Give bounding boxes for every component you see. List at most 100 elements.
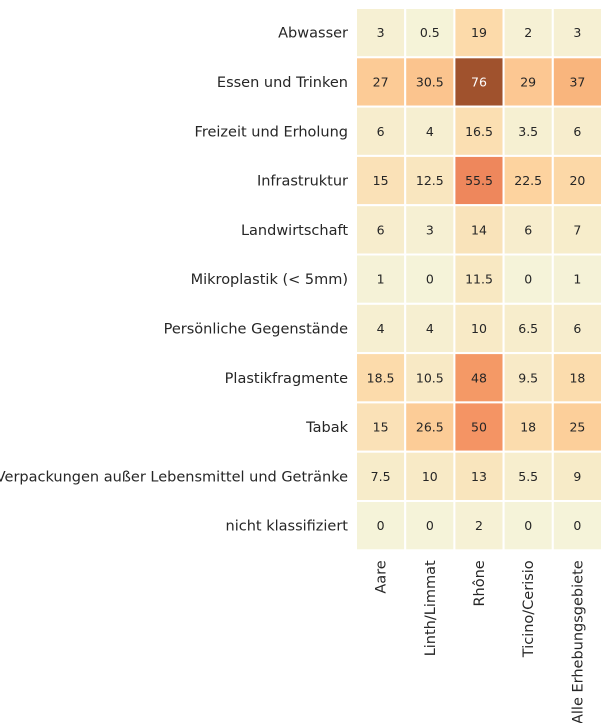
heatmap-cell-landwirtschaft-aare [355, 204, 407, 256]
cell-value-label: 2 [524, 25, 532, 40]
cell-value-label: 6 [524, 222, 532, 237]
cell-value-label: 3.5 [518, 124, 538, 139]
row-label-abwasser: Abwasser [278, 26, 348, 42]
heatmap-cell-infrastruktur-alle-erhebungsgebiete [551, 154, 603, 207]
heatmap-cell-pers-nliche-gegenst-nde-aare [355, 302, 407, 355]
cell-value-label: 18.5 [367, 370, 395, 385]
cell-value-label: 7.5 [371, 469, 391, 484]
cell-value-label: 0 [377, 518, 385, 533]
row-labels: Abwasser Essen und Trinken Freizeit und Er… [0, 26, 349, 535]
heatmap-cell-mikroplastik-5mm-ticino-cerisio [502, 253, 554, 305]
cell-value-label: 26.5 [416, 420, 444, 435]
column-label-alle-erhebungsgebiete: Alle Erhebungsgebiete [570, 560, 586, 723]
heatmap-cells: 3 0.5 19 2 327 30.5 76 29 376 4 16.5 3.5 615 12.5 55.5… [355, 7, 603, 552]
cell-value-label: 12.5 [416, 173, 444, 188]
heatmap-cell-nicht-klassifiziert-rh-ne [453, 500, 505, 552]
cell-value-label: 4 [377, 321, 385, 336]
cell-value-label: 6.5 [518, 321, 538, 336]
cell-value-label: 2 [475, 518, 483, 533]
row-label-pers-nliche-gegenst-nde: Persönliche Gegenstände [164, 321, 348, 337]
cell-value-label: 37 [569, 74, 585, 89]
cell-value-label: 0 [524, 518, 532, 533]
cell-value-label: 25 [569, 420, 585, 435]
cell-value-label: 20 [569, 173, 585, 188]
heatmap-cell-verpackungen-au-er-lebensmittel-und-getr-nke-rh-ne [453, 450, 505, 503]
column-label-ticino-cerisio: Ticino/Cerisio [521, 560, 537, 658]
cell-value-label: 30.5 [416, 74, 444, 89]
cell-value-label: 55.5 [465, 173, 493, 188]
cell-value-label: 3 [426, 222, 434, 237]
cell-value-label: 10.5 [416, 370, 444, 385]
cell-value-label: 15 [373, 420, 389, 435]
cell-value-label: 22.5 [514, 173, 542, 188]
row-label-verpackungen-au-er-lebensmittel-und-getr-nke: Verpackungen außer Lebensmittel und Getr… [0, 469, 348, 485]
cell-value-label: 3 [573, 25, 581, 40]
cell-value-label: 10 [422, 469, 438, 484]
cell-value-label: 3 [377, 25, 385, 40]
cell-value-label: 6 [377, 124, 385, 139]
cell-value-label: 76 [471, 74, 487, 89]
heatmap-cell-freizeit-und-erholung-ticino-cerisio [502, 105, 554, 157]
cell-value-label: 0 [426, 518, 434, 533]
cell-value-label: 6 [377, 222, 385, 237]
heatmap-cell-mikroplastik-5mm-linth-limmat [404, 253, 456, 305]
cell-value-label: 6 [573, 124, 581, 139]
cell-value-label: 15 [373, 173, 389, 188]
cell-value-label: 13 [471, 469, 487, 484]
row-label-tabak: Tabak [305, 420, 348, 436]
cell-value-label: 0 [573, 518, 581, 533]
heatmap-cell-infrastruktur-ticino-cerisio [502, 154, 554, 207]
heatmap-cell-nicht-klassifiziert-ticino-cerisio [502, 500, 554, 552]
heatmap-cell-essen-und-trinken-rh-ne [453, 56, 505, 108]
cell-value-label: 18 [520, 420, 536, 435]
cell-value-label: 6 [573, 321, 581, 336]
cell-value-label: 4 [426, 124, 434, 139]
cell-value-label: 9.5 [518, 370, 538, 385]
cell-value-label: 9 [573, 469, 581, 484]
cell-value-label: 10 [471, 321, 487, 336]
cell-value-label: 29 [520, 74, 536, 89]
heatmap-cell-infrastruktur-aare [355, 154, 407, 207]
cell-value-label: 7 [573, 222, 581, 237]
cell-value-label: 14 [471, 222, 487, 237]
cell-value-label: 1 [573, 272, 581, 287]
heatmap-cell-plastikfragmente-linth-limmat [404, 352, 456, 404]
heatmap-cell-infrastruktur-linth-limmat [404, 154, 456, 207]
column-label-aare: Aare [374, 560, 390, 593]
cell-value-label: 48 [471, 370, 487, 385]
heatmap-cell-landwirtschaft-rh-ne [453, 204, 505, 256]
heatmap-cell-plastikfragmente-aare [355, 352, 407, 404]
cell-value-label: 0.5 [420, 25, 440, 40]
cell-value-label: 5.5 [518, 469, 538, 484]
row-label-plastikfragmente: Plastikfragmente [225, 371, 348, 387]
row-label-mikroplastik-5mm: Mikroplastik (< 5mm) [191, 272, 348, 288]
cell-value-label: 1 [377, 272, 385, 287]
row-label-landwirtschaft: Landwirtschaft [241, 223, 348, 239]
heatmap-cell-freizeit-und-erholung-linth-limmat [404, 105, 456, 157]
heatmap-cell-tabak-alle-erhebungsgebiete [551, 401, 603, 453]
cell-value-label: 19 [471, 25, 487, 40]
heatmap-cell-verpackungen-au-er-lebensmittel-und-getr-nke-aare [355, 450, 407, 503]
cell-value-label: 0 [524, 272, 532, 287]
row-label-infrastruktur: Infrastruktur [257, 174, 348, 190]
cell-value-label: 18 [569, 370, 585, 385]
cell-value-label: 16.5 [465, 124, 493, 139]
cell-value-label: 50 [471, 420, 487, 435]
cell-value-label: 4 [426, 321, 434, 336]
cell-value-label: 27 [373, 74, 389, 89]
row-label-freizeit-und-erholung: Freizeit und Erholung [195, 124, 348, 140]
heatmap-cell-verpackungen-au-er-lebensmittel-und-getr-nke-alle-erhebungsgebiete [551, 450, 603, 503]
heatmap-cell-essen-und-trinken-alle-erhebungsgebiete [551, 56, 603, 108]
row-label-nicht-klassifiziert: nicht klassifiziert [226, 519, 349, 535]
heatmap-cell-landwirtschaft-linth-limmat [404, 204, 456, 256]
cell-value-label: 11.5 [465, 272, 493, 287]
cell-value-label: 0 [426, 272, 434, 287]
heatmap-cell-mikroplastik-5mm-alle-erhebungsgebiete [551, 253, 603, 305]
heatmap-cell-nicht-klassifiziert-alle-erhebungsgebiete [551, 500, 603, 552]
row-label-essen-und-trinken: Essen und Trinken [217, 75, 348, 91]
heatmap-cell-essen-und-trinken-aare [355, 56, 407, 108]
column-label-rh-ne: Rhône [472, 560, 488, 606]
column-label-linth-limmat: Linth/Limmat [423, 560, 439, 656]
heatmap-cell-nicht-klassifiziert-aare [355, 500, 407, 552]
